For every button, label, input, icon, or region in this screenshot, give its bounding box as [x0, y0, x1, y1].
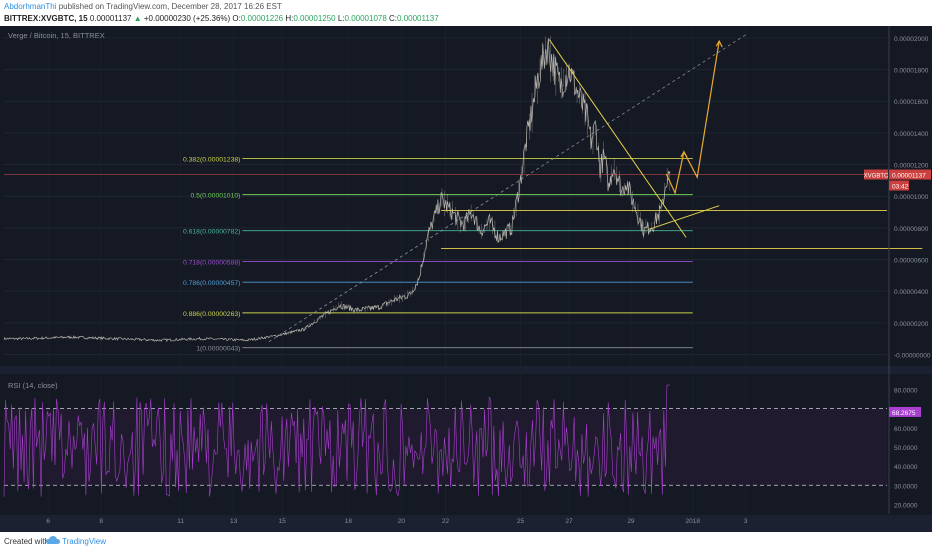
- rsi-value-tag-bg: [889, 406, 921, 417]
- arrow-head-icon: [715, 39, 723, 48]
- support-trend-line: [648, 205, 720, 230]
- pane-separator: [0, 366, 932, 374]
- tradingview-brand[interactable]: TradingView: [62, 537, 107, 546]
- price-change: +0.00000230 (+25.36%): [143, 14, 231, 23]
- symbol-tag-label: XVGBTC: [864, 174, 889, 180]
- fib-level-label: 0.382(0.00001238): [183, 157, 240, 164]
- fib-level-label: 0.886(0.00000263): [183, 311, 240, 318]
- time-tick-label: 15: [279, 518, 287, 525]
- chart-svg[interactable]: 0.382(0.00001238) 0.5(0.00001010) 0.618(0.…: [0, 26, 932, 532]
- low-value: 0.00001078: [344, 14, 387, 23]
- price-tick-label: 0.00001200: [894, 163, 929, 170]
- price-tick-label: -0.00000000: [894, 353, 931, 360]
- time-tick-label: 25: [517, 518, 525, 525]
- quote-line: BITTREX:XVGBTC, 15 0.00001137 ▲ +0.00000…: [4, 14, 439, 23]
- drawings: [268, 34, 923, 343]
- publish-line: AbdorhmanThi published on TradingView.co…: [4, 2, 282, 11]
- price-series: [3, 36, 887, 343]
- time-tick-label: 6: [46, 518, 50, 525]
- time-tick-label: 11: [177, 518, 184, 525]
- price-tick-label: 0.00000400: [894, 289, 929, 296]
- chart-header: AbdorhmanThi published on TradingView.co…: [0, 0, 932, 26]
- rsi-tick-label: 80.0000: [894, 387, 918, 394]
- time-tick-label: 20: [398, 518, 406, 525]
- fib-level-label: 0.618(0.00000782): [183, 229, 240, 236]
- created-with-text: Created with: [4, 537, 49, 546]
- footer: Created with TradingView: [0, 532, 932, 550]
- close-value: 0.00001137: [397, 14, 439, 23]
- high-value: 0.00001250: [293, 14, 336, 23]
- main-chart-title: Verge / Bitcoin, 15, BITTREX: [8, 31, 105, 40]
- price-tick-label: 0.00001800: [894, 68, 929, 75]
- rsi-tick-label: 50.0000: [894, 445, 918, 452]
- time-tick-label: 18: [345, 518, 353, 525]
- time-axis-band: [0, 515, 932, 532]
- fib-level-label: 1(0.00000043): [196, 346, 240, 353]
- rsi-tick-label: 20.0000: [894, 502, 918, 509]
- price-tick-label: 0.00000600: [894, 258, 929, 265]
- time-tick-label: 22: [442, 518, 450, 525]
- rsi-value-tag-label: 68.2675: [892, 410, 916, 417]
- up-arrow-icon: ▲: [133, 14, 142, 23]
- time-tick-label: 2018: [686, 518, 701, 525]
- time-tick-label: 8: [99, 518, 103, 525]
- countdown-tag-label: 03:42: [892, 184, 909, 191]
- price-tick-label: 0.00001000: [894, 194, 929, 201]
- rsi-pane: [3, 384, 887, 497]
- rsi-title: RSI (14, close): [8, 381, 58, 390]
- author-link[interactable]: AbdorhmanThi: [4, 2, 57, 11]
- price-tick-label: 0.00001400: [894, 131, 929, 138]
- current-price-tag-label: 0.00001137: [892, 173, 926, 180]
- time-tick-label: 27: [566, 518, 574, 525]
- rsi-tick-label: 40.0000: [894, 464, 918, 471]
- grid-lines: [0, 26, 932, 532]
- fib-level-label: 0.5(0.00001010): [191, 193, 241, 200]
- symbol-label: BITTREX:XVGBTC, 15: [4, 14, 88, 23]
- price-tick-label: 0.00000800: [894, 226, 929, 233]
- low-label: L:: [337, 14, 345, 23]
- fib-level-label: 0.786(0.00000457): [183, 280, 240, 287]
- price-tick-label: 0.00000200: [894, 321, 929, 328]
- rsi-tick-label: 60.0000: [894, 426, 918, 433]
- fib-level-label: 0.718(0.00000588): [183, 259, 240, 266]
- open-value: 0.00001226: [240, 14, 284, 23]
- close-label: C:: [389, 14, 398, 23]
- price-line: [3, 37, 671, 343]
- time-tick-label: 13: [230, 518, 238, 525]
- time-tick-label: 29: [627, 518, 635, 525]
- dashed-trend-line: [268, 34, 746, 343]
- last-price: 0.00001137: [89, 14, 132, 23]
- time-tick-label: 3: [744, 518, 748, 525]
- price-tick-label: 0.00002000: [894, 36, 929, 43]
- symbol-tag-bg: [864, 169, 888, 180]
- resistance-trend-line: [548, 39, 687, 238]
- rsi-line: [3, 384, 670, 497]
- price-tick-label: 0.00001600: [894, 99, 929, 106]
- axes: 0.00002000 0.00001800 0.00001600 0.00001400…: [46, 26, 931, 525]
- arrow-head-icon: [680, 150, 688, 158]
- fib-levels: 0.382(0.00001238) 0.5(0.00001010) 0.618(0.…: [183, 157, 693, 353]
- high-label: H:: [285, 14, 294, 23]
- chart-area[interactable]: 0.382(0.00001238) 0.5(0.00001010) 0.618(0.…: [0, 26, 932, 532]
- rsi-tick-label: 30.0000: [894, 483, 918, 490]
- tradingview-cloud-icon: [46, 536, 60, 544]
- countdown-tag-bg: [889, 180, 909, 191]
- publish-text: published on TradingView.com, December 2…: [58, 2, 282, 11]
- current-price-tag-bg: [889, 169, 931, 180]
- open-label: O:: [232, 14, 241, 23]
